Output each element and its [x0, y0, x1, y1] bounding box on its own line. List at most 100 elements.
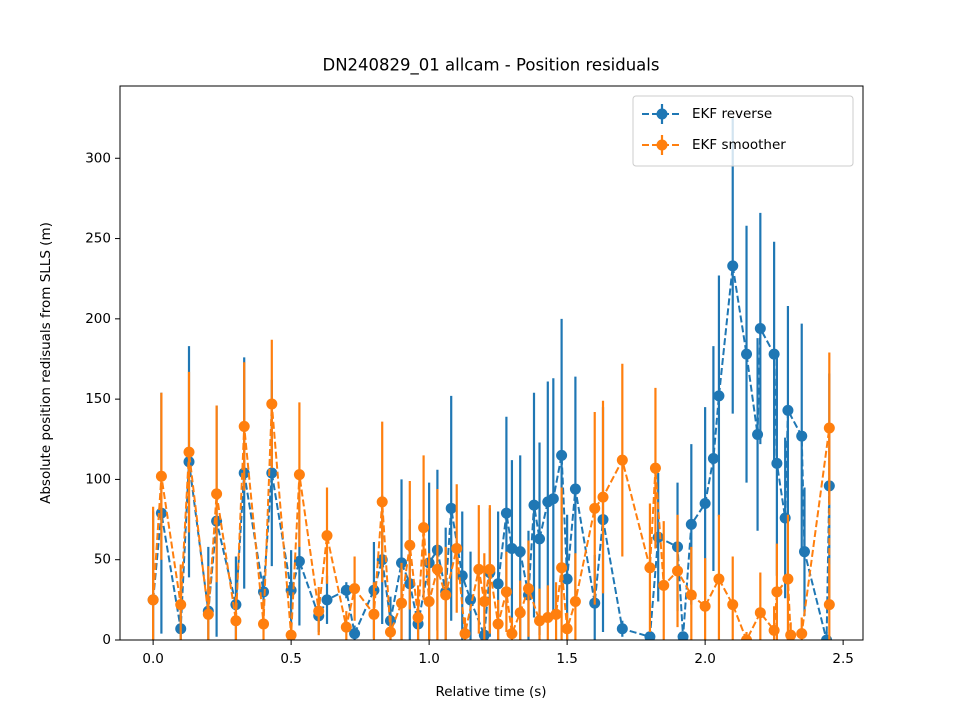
data-point: [238, 420, 250, 432]
data-point: [754, 607, 766, 619]
data-point: [542, 612, 554, 624]
data-point: [685, 589, 697, 601]
x-tick-label: 1.5: [556, 651, 577, 667]
data-point: [589, 502, 601, 514]
data-point: [349, 628, 361, 640]
data-point: [340, 584, 352, 596]
data-point: [384, 626, 396, 638]
data-point: [423, 595, 435, 607]
data-point: [771, 457, 783, 469]
data-point: [313, 605, 325, 617]
data-point: [492, 618, 504, 630]
data-point: [649, 462, 661, 474]
data-point: [752, 428, 764, 440]
data-point: [534, 533, 546, 545]
data-point: [597, 491, 609, 503]
data-point: [349, 583, 361, 595]
data-point: [727, 260, 739, 272]
data-point: [155, 470, 167, 482]
data-point: [768, 348, 780, 360]
x-tick-label: 2.5: [832, 651, 853, 667]
data-point: [561, 623, 573, 635]
data-point: [473, 563, 485, 575]
data-point: [699, 600, 711, 612]
data-point: [685, 518, 697, 530]
data-point: [616, 623, 628, 635]
data-point: [798, 546, 810, 558]
data-point: [506, 628, 518, 640]
data-point: [484, 563, 496, 575]
data-point: [713, 390, 725, 402]
data-point: [500, 586, 512, 598]
data-point: [823, 599, 835, 611]
data-point: [506, 542, 518, 554]
data-point: [785, 629, 797, 640]
data-point: [534, 615, 546, 627]
data-point: [556, 562, 568, 574]
legend-marker: [656, 139, 668, 151]
legend-label: EKF smoother: [692, 137, 786, 153]
data-point: [376, 496, 388, 508]
data-point: [550, 608, 562, 620]
data-point: [677, 631, 689, 640]
data-point: [431, 563, 443, 575]
data-point: [658, 579, 670, 591]
data-point: [782, 573, 794, 585]
data-point: [644, 631, 656, 640]
data-point: [796, 430, 808, 442]
data-point: [396, 597, 408, 609]
legend-label: EKF reverse: [692, 106, 772, 122]
data-point: [713, 573, 725, 585]
legend-box: [632, 95, 854, 167]
data-point: [321, 594, 333, 606]
x-axis-label: Relative time (s): [435, 684, 546, 700]
x-tick-label: 0.5: [280, 651, 301, 667]
y-tick-label: 50: [94, 552, 111, 568]
y-tick-label: 250: [85, 231, 111, 247]
data-point: [368, 608, 380, 620]
data-point: [699, 498, 711, 510]
data-point: [727, 599, 739, 611]
y-tick-label: 300: [85, 150, 111, 166]
data-point: [459, 628, 471, 640]
x-tick-label: 2.0: [694, 651, 715, 667]
data-point: [321, 530, 333, 542]
y-tick-label: 200: [85, 311, 111, 327]
data-point: [569, 595, 581, 607]
data-point: [754, 322, 766, 334]
plot-area: [147, 118, 835, 640]
data-point: [440, 589, 452, 601]
data-point: [741, 634, 753, 640]
data-point: [741, 348, 753, 360]
data-point: [522, 583, 534, 595]
plot-frame: [119, 85, 864, 641]
data-point: [404, 539, 416, 551]
data-point: [556, 449, 568, 461]
y-tick-label: 150: [85, 391, 111, 407]
data-point: [768, 624, 780, 636]
data-point: [258, 618, 270, 630]
data-point: [514, 546, 526, 558]
data-point: [211, 488, 223, 500]
chart-title: DN240829_01 allcam - Position residuals: [323, 56, 660, 76]
data-point: [561, 573, 573, 585]
data-point: [782, 404, 794, 416]
data-point: [293, 555, 305, 567]
data-point: [771, 586, 783, 598]
data-point: [340, 621, 352, 633]
data-point: [514, 607, 526, 619]
x-tick-label: 0.0: [142, 651, 163, 667]
legend-marker: [656, 108, 668, 120]
data-point: [147, 594, 159, 606]
data-point: [451, 542, 463, 554]
data-point: [175, 599, 187, 611]
data-point: [230, 615, 242, 627]
data-point: [418, 522, 430, 534]
data-point: [707, 453, 719, 465]
data-point: [492, 578, 504, 590]
data-point: [478, 595, 490, 607]
data-point: [644, 562, 656, 574]
y-tick-label: 0: [102, 632, 111, 648]
data-point: [293, 469, 305, 481]
